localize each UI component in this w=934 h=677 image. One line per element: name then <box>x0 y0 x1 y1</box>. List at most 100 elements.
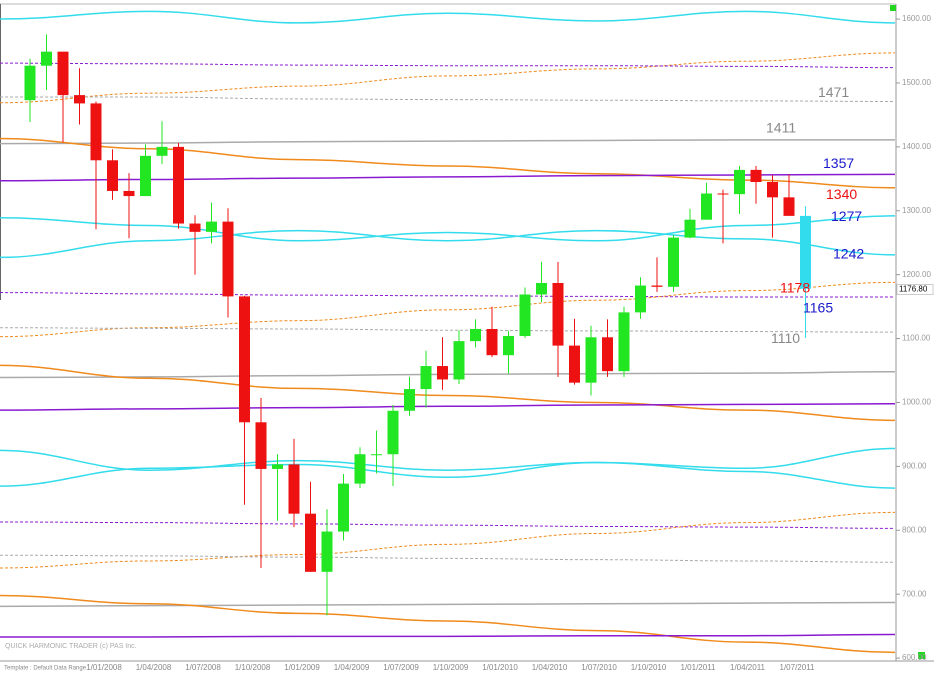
band-line <box>0 96 896 102</box>
band-line <box>0 229 896 259</box>
x-tick-label: 1/10/2008 <box>235 663 271 672</box>
candle-body <box>767 182 778 198</box>
level-label: 1277 <box>831 208 862 224</box>
candle-body <box>437 366 448 380</box>
band-line <box>0 327 896 333</box>
candle-body <box>717 193 729 195</box>
candle-body <box>552 282 564 346</box>
band-line <box>0 521 896 529</box>
candle-body <box>239 296 250 423</box>
band-line <box>0 62 896 69</box>
last-price-box <box>896 283 934 295</box>
level-label: 1242 <box>833 246 864 262</box>
x-tick-label: 1/04/2011 <box>730 663 766 672</box>
candle-body <box>453 341 465 380</box>
candle-body <box>635 285 646 313</box>
candle-body <box>354 454 366 484</box>
band-line <box>0 292 895 298</box>
watermark: QUICK HARMONIC TRADER (c) PAS Inc. <box>5 643 137 650</box>
candle-body <box>90 103 102 161</box>
candle-body <box>668 237 679 287</box>
candle-body <box>123 190 135 197</box>
bands <box>0 10 896 654</box>
candle-body <box>74 95 85 104</box>
candle-body <box>470 328 481 342</box>
candle-body <box>140 155 151 197</box>
band-line <box>0 554 896 563</box>
candle-body <box>651 285 663 287</box>
candle-body <box>338 483 349 532</box>
band-line <box>0 633 896 638</box>
band-line <box>0 10 896 24</box>
candle-body <box>569 345 580 383</box>
y-tick-label: 1000.00 <box>902 398 931 407</box>
level-label: 1165 <box>803 300 833 316</box>
y-tick-label: 800.00 <box>902 525 927 534</box>
last-price-label: 1176.80 <box>899 285 928 294</box>
x-tick-label: 1/07/2008 <box>185 663 221 672</box>
band-line <box>0 461 896 489</box>
candle-body <box>701 193 712 220</box>
band-line <box>0 139 895 145</box>
y-tick-label: 600.00 <box>902 653 927 662</box>
x-tick-label: 1/10/2009 <box>433 663 469 672</box>
candle-body <box>24 65 36 101</box>
candle-body <box>602 337 613 372</box>
marker <box>918 652 925 659</box>
x-tick-label: 1/04/2009 <box>334 663 370 672</box>
level-label: 1178 <box>780 279 810 295</box>
candle-body <box>503 336 514 356</box>
candle-body <box>206 221 217 232</box>
y-tick-label: 900.00 <box>902 461 927 470</box>
y-tick-label: 1300.00 <box>902 206 931 215</box>
candle-body <box>486 328 498 356</box>
candle-body <box>222 221 234 297</box>
level-label: 1357 <box>823 155 854 171</box>
candle-body <box>684 219 696 238</box>
band-line <box>0 215 896 242</box>
y-tick-label: 1200.00 <box>902 270 931 279</box>
band-line <box>0 511 896 569</box>
candle-body <box>41 51 52 66</box>
y-tick-label: 1500.00 <box>902 78 931 87</box>
band-line <box>0 447 896 471</box>
y-tick-label: 700.00 <box>902 589 927 598</box>
candle-body <box>420 366 432 390</box>
candle-body <box>305 513 316 572</box>
level-label: 1411 <box>766 120 796 136</box>
candle-body <box>107 160 118 191</box>
band-line <box>0 137 896 189</box>
band-line <box>0 364 896 422</box>
x-tick-label: 1/07/2011 <box>780 663 816 672</box>
x-tick-label: 1/01/2010 <box>482 663 518 672</box>
y-tick-label: 1600.00 <box>902 14 931 23</box>
band-line <box>0 52 896 104</box>
x-tick-label: 1/01/2009 <box>284 663 320 672</box>
x-tick-label: 1/04/2008 <box>136 663 172 672</box>
candle-body <box>618 312 630 372</box>
band-line <box>0 403 896 411</box>
x-tick-label: 1/10/2010 <box>631 663 667 672</box>
candles <box>24 34 811 616</box>
candle-body <box>734 169 745 195</box>
candle-body <box>585 337 597 383</box>
candle-body <box>371 454 382 456</box>
candle-body <box>189 223 201 232</box>
candle-body <box>536 282 547 295</box>
candle-body <box>321 531 333 572</box>
level-label: 1110 <box>771 330 800 346</box>
candle-body <box>404 389 415 411</box>
band-line <box>0 601 896 608</box>
marker <box>890 5 896 11</box>
candle-body <box>57 51 69 96</box>
y-tick-label: 1400.00 <box>902 142 931 151</box>
candle-body <box>255 422 267 469</box>
level-label: 1471 <box>818 84 849 100</box>
x-tick-label: 1/07/2010 <box>581 663 617 672</box>
candle-body <box>387 410 399 455</box>
candle-body <box>800 215 811 289</box>
